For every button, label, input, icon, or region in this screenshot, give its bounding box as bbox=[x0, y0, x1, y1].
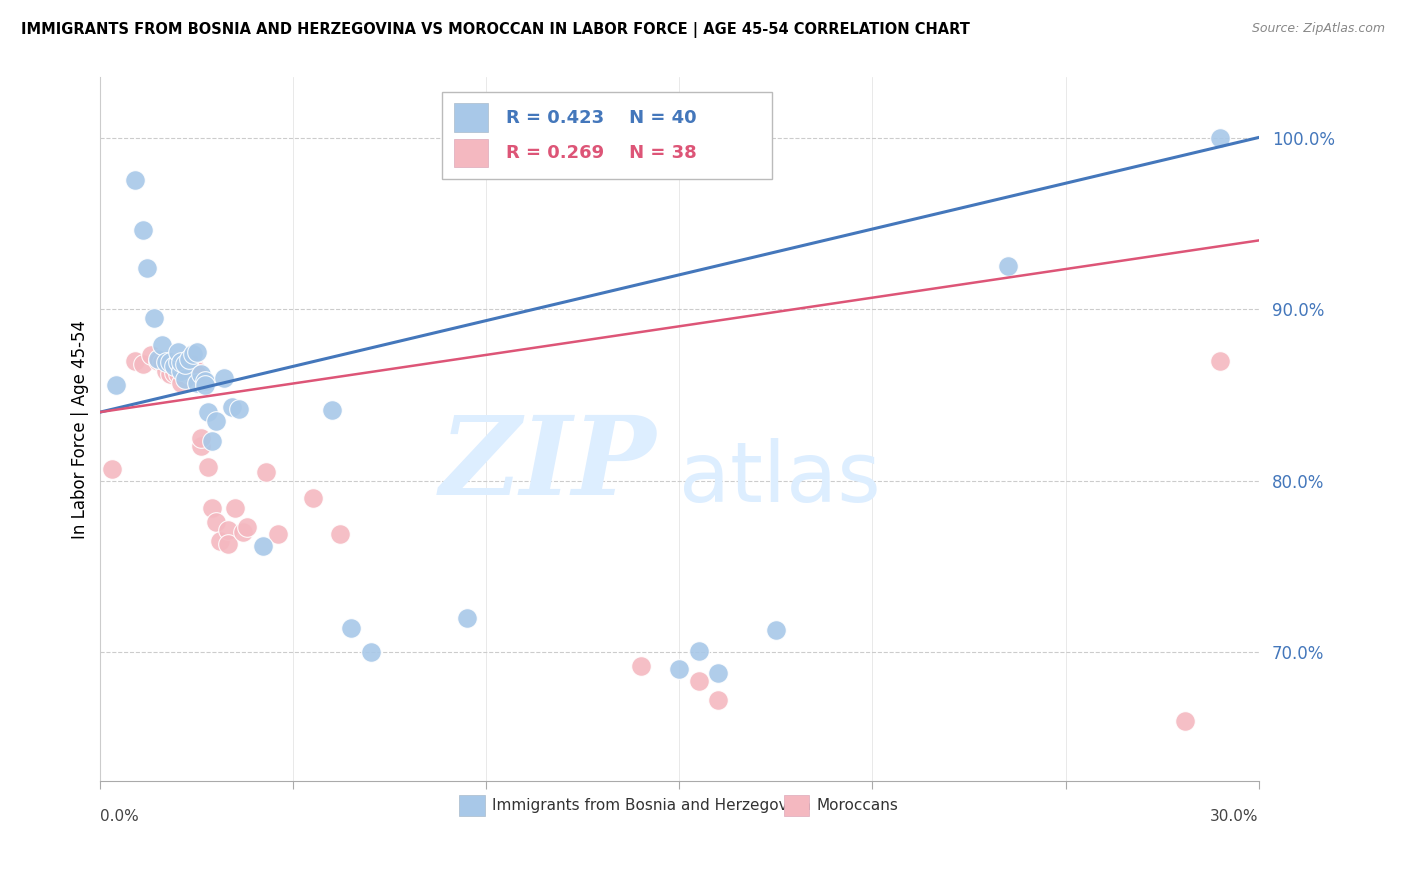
Point bbox=[181, 357, 204, 371]
Point bbox=[1209, 130, 1232, 145]
Point bbox=[155, 364, 177, 378]
Text: Moroccans: Moroccans bbox=[815, 798, 898, 814]
Point bbox=[170, 355, 193, 369]
Point bbox=[186, 364, 208, 378]
Point bbox=[155, 355, 177, 369]
Point bbox=[707, 665, 730, 680]
Point bbox=[205, 515, 228, 529]
Point bbox=[707, 693, 730, 707]
Point bbox=[1174, 714, 1197, 728]
Point bbox=[143, 310, 166, 325]
Point bbox=[201, 434, 224, 449]
Point bbox=[208, 533, 231, 548]
Point bbox=[252, 539, 274, 553]
Point bbox=[181, 369, 204, 384]
Point bbox=[170, 376, 193, 390]
Point bbox=[132, 357, 155, 371]
Point bbox=[163, 366, 186, 380]
Y-axis label: In Labor Force | Age 45-54: In Labor Force | Age 45-54 bbox=[72, 319, 89, 539]
FancyBboxPatch shape bbox=[441, 92, 772, 179]
Text: Source: ZipAtlas.com: Source: ZipAtlas.com bbox=[1251, 22, 1385, 36]
Point bbox=[159, 368, 181, 382]
Point bbox=[765, 623, 787, 637]
Point bbox=[205, 414, 228, 428]
Point bbox=[190, 439, 212, 453]
Point bbox=[1209, 353, 1232, 368]
Bar bbox=[783, 795, 810, 816]
Point bbox=[301, 491, 323, 505]
Point bbox=[174, 372, 197, 386]
Point bbox=[340, 621, 363, 635]
Point bbox=[254, 465, 277, 479]
Point bbox=[124, 173, 146, 187]
Point bbox=[190, 431, 212, 445]
Point bbox=[194, 374, 217, 388]
Point bbox=[159, 355, 181, 369]
Point bbox=[179, 351, 201, 366]
Point bbox=[190, 368, 212, 382]
Point bbox=[221, 400, 243, 414]
Point bbox=[456, 611, 478, 625]
Point bbox=[170, 364, 193, 378]
Point bbox=[150, 355, 173, 369]
Point bbox=[236, 520, 259, 534]
Point bbox=[329, 527, 352, 541]
Point bbox=[228, 401, 250, 416]
Point bbox=[217, 524, 239, 538]
Text: Immigrants from Bosnia and Herzegovina: Immigrants from Bosnia and Herzegovina bbox=[492, 798, 811, 814]
Text: R = 0.423    N = 40: R = 0.423 N = 40 bbox=[506, 109, 696, 127]
Text: IMMIGRANTS FROM BOSNIA AND HERZEGOVINA VS MOROCCAN IN LABOR FORCE | AGE 45-54 CO: IMMIGRANTS FROM BOSNIA AND HERZEGOVINA V… bbox=[21, 22, 970, 38]
Text: atlas: atlas bbox=[679, 438, 882, 519]
Point bbox=[217, 537, 239, 551]
Point bbox=[135, 260, 157, 275]
Bar bbox=[454, 103, 488, 132]
Point bbox=[201, 501, 224, 516]
Point bbox=[688, 643, 710, 657]
Point bbox=[124, 353, 146, 368]
Point bbox=[174, 364, 197, 378]
Point bbox=[232, 525, 254, 540]
Bar bbox=[460, 795, 485, 816]
Point bbox=[166, 355, 188, 369]
Point bbox=[179, 368, 201, 382]
Point bbox=[630, 659, 652, 673]
Point bbox=[197, 460, 219, 475]
Point bbox=[101, 461, 124, 475]
Point bbox=[186, 345, 208, 359]
Point bbox=[148, 353, 170, 368]
Point bbox=[186, 368, 208, 382]
Text: 30.0%: 30.0% bbox=[1211, 809, 1258, 824]
Point bbox=[997, 259, 1019, 273]
Text: 0.0%: 0.0% bbox=[100, 809, 139, 824]
Point bbox=[174, 353, 197, 368]
Point bbox=[688, 674, 710, 689]
Point bbox=[181, 347, 204, 361]
Point bbox=[148, 351, 170, 366]
Point bbox=[360, 645, 382, 659]
Point bbox=[186, 376, 208, 390]
Text: ZIP: ZIP bbox=[440, 410, 657, 518]
Point bbox=[197, 405, 219, 419]
Point bbox=[668, 663, 690, 677]
Point bbox=[194, 377, 217, 392]
Text: R = 0.269    N = 38: R = 0.269 N = 38 bbox=[506, 144, 696, 161]
Point bbox=[163, 359, 186, 373]
Point bbox=[174, 357, 197, 371]
Point bbox=[132, 223, 155, 237]
Point bbox=[150, 338, 173, 352]
Point bbox=[166, 345, 188, 359]
Point bbox=[166, 368, 188, 382]
Point bbox=[321, 403, 343, 417]
Bar bbox=[454, 138, 488, 167]
Point bbox=[267, 527, 290, 541]
Point bbox=[224, 501, 246, 516]
Point bbox=[212, 370, 235, 384]
Point bbox=[104, 377, 127, 392]
Point bbox=[139, 348, 162, 362]
